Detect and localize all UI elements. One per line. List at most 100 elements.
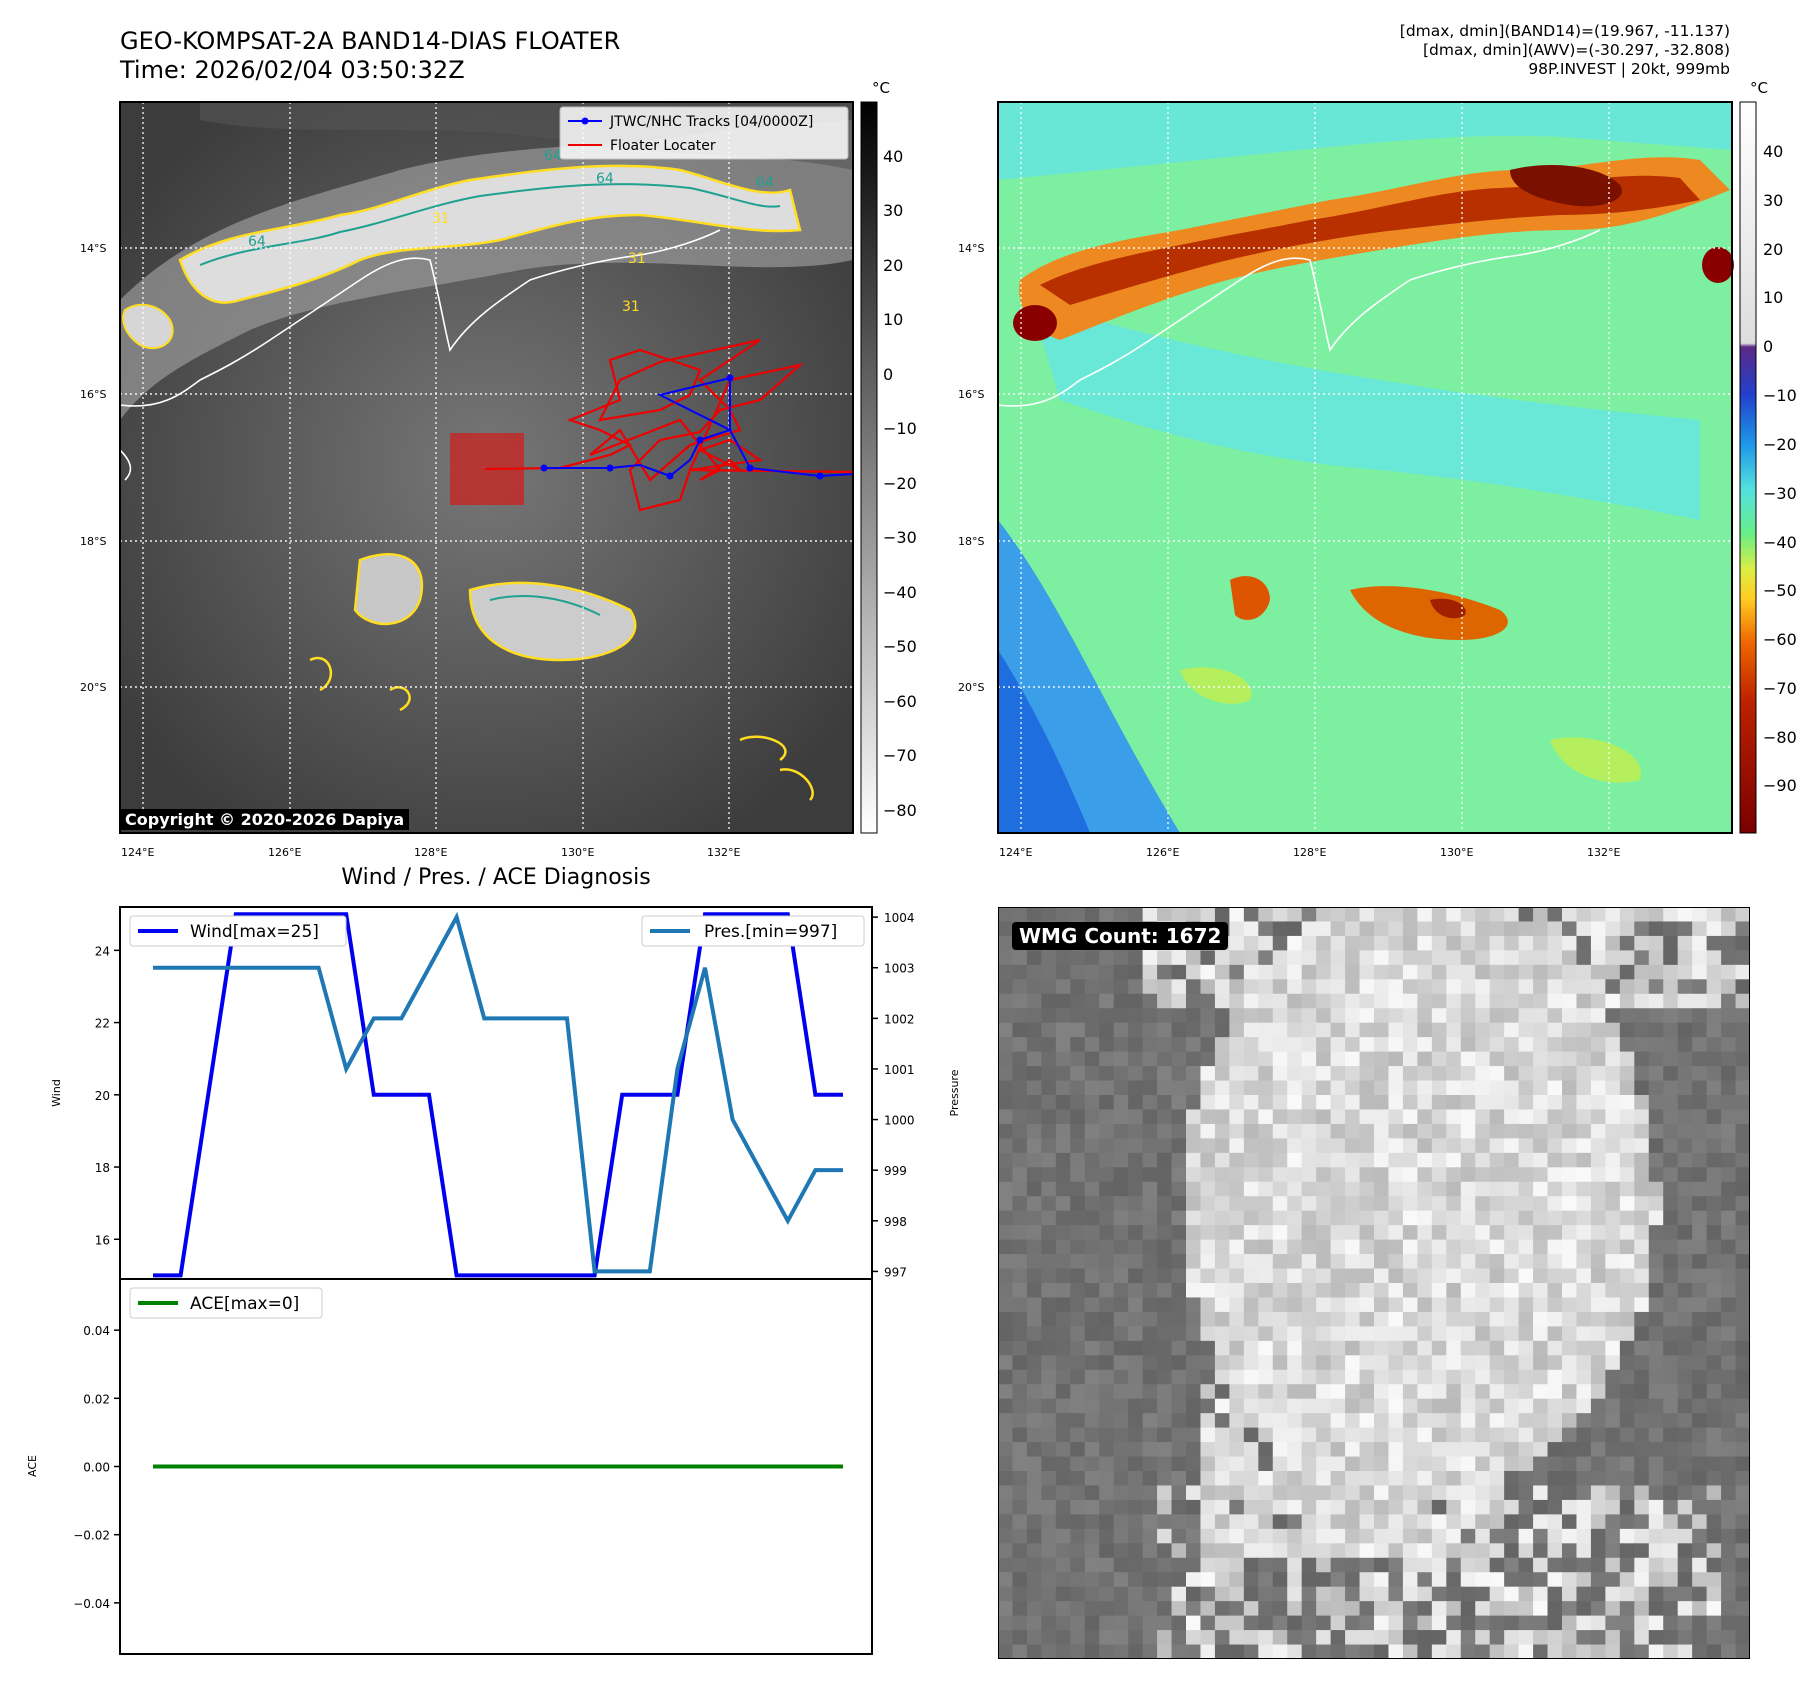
wmg-pixel (1547, 1196, 1563, 1212)
wmg-pixel (1084, 1528, 1100, 1544)
wmg-pixel (1374, 1123, 1390, 1139)
wmg-pixel (1316, 1210, 1332, 1226)
wmg-pixel (1113, 1413, 1129, 1429)
wmg-pixel (1533, 993, 1549, 1009)
wmg-pixel (1041, 1051, 1057, 1067)
wmg-pixel (1272, 1456, 1288, 1472)
wmg-pixel (1706, 1109, 1722, 1125)
wmg-pixel (1113, 1008, 1129, 1024)
wmg-pixel (1171, 1095, 1187, 1111)
wmg-pixel (1677, 1398, 1693, 1414)
wmg-pixel (1475, 1514, 1491, 1530)
wmg-pixel (1026, 1022, 1042, 1038)
wmg-pixel (1619, 1340, 1635, 1356)
wmg-pixel (1157, 1210, 1173, 1226)
wmg-pixel (1070, 1586, 1086, 1602)
wmg-pixel (1345, 1254, 1361, 1270)
wmg-pixel (1345, 1239, 1361, 1255)
contour-label: 31 (432, 211, 450, 227)
wmg-pixel (1200, 1109, 1216, 1125)
wmg-pixel (1590, 1167, 1606, 1183)
wmg-pixel (1475, 1138, 1491, 1154)
svg-text:18°S: 18°S (958, 535, 984, 548)
wmg-pixel (1214, 964, 1230, 980)
wmg-pixel (1272, 1630, 1288, 1646)
wmg-pixel (1402, 1152, 1418, 1168)
wmg-pixel (1359, 1268, 1375, 1284)
wmg-pixel (1200, 1037, 1216, 1053)
wmg-pixel (1171, 1630, 1187, 1646)
wmg-pixel (1301, 1225, 1317, 1241)
wmg-pixel (1677, 1297, 1693, 1313)
wmg-pixel (1677, 1499, 1693, 1515)
wmg-pixel (1330, 1427, 1346, 1443)
wmg-pixel (1648, 1369, 1664, 1385)
wmg-pixel (1316, 935, 1332, 951)
wmg-pixel (1460, 1456, 1476, 1472)
wmg-pixel (1518, 1210, 1534, 1226)
wmg-pixel (1504, 1109, 1520, 1125)
wmg-pixel (1692, 935, 1708, 951)
wmg-pixel (1070, 1152, 1086, 1168)
wmg-pixel (1533, 1181, 1549, 1197)
wmg-pixel (1518, 1095, 1534, 1111)
wmg-pixel (1619, 1528, 1635, 1544)
wmg-pixel (1287, 964, 1303, 980)
wmg-pixel (1504, 1297, 1520, 1313)
wmg-pixel (1388, 950, 1404, 966)
wmg-pixel (1229, 1311, 1245, 1327)
wmg-pixel (1128, 1456, 1144, 1472)
wmg-pixel (1157, 1008, 1173, 1024)
wmg-pixel (1113, 1123, 1129, 1139)
wmg-pixel (1388, 1080, 1404, 1096)
wmg-pixel (1692, 1340, 1708, 1356)
wmg-pixel (1128, 1499, 1144, 1515)
wmg-pixel (1084, 1095, 1100, 1111)
wmg-pixel (1590, 1326, 1606, 1342)
wmg-pixel (1041, 1022, 1057, 1038)
wmg-pixel (1663, 1225, 1679, 1241)
wmg-pixel (1142, 1456, 1158, 1472)
wmg-pixel (1547, 1283, 1563, 1299)
wmg-pixel (1489, 1398, 1505, 1414)
wmg-pixel (1258, 1499, 1274, 1515)
wmg-pixel (1475, 1630, 1491, 1646)
wmg-pixel (1562, 1037, 1578, 1053)
wmg-pixel (1475, 1543, 1491, 1559)
wmg-pixel (1041, 1239, 1057, 1255)
wmg-pixel (1128, 1427, 1144, 1443)
wmg-pixel (1677, 1644, 1693, 1659)
wmg-pixel (1200, 1427, 1216, 1443)
wmg-pixel (1330, 979, 1346, 995)
wmg-pixel (1619, 935, 1635, 951)
wmg-pixel (1055, 1297, 1071, 1313)
wmg-pixel (1157, 1442, 1173, 1458)
wmg-pixel (1012, 1066, 1028, 1082)
wmg-pixel (1590, 1442, 1606, 1458)
wmg-pixel (1475, 964, 1491, 980)
wmg-pixel (1431, 993, 1447, 1009)
wmg-pixel (1460, 1340, 1476, 1356)
wmg-pixel (1576, 1572, 1592, 1588)
wmg-pixel (1041, 1398, 1057, 1414)
wmg-pixel (1605, 921, 1621, 937)
wmg-pixel (1663, 1427, 1679, 1443)
wmg-pixel (1287, 1442, 1303, 1458)
wmg-pixel (1547, 964, 1563, 980)
wmg-pixel (1518, 1022, 1534, 1038)
wmg-pixel (1287, 1239, 1303, 1255)
wmg-pixel (1402, 993, 1418, 1009)
wmg-pixel (1142, 1095, 1158, 1111)
svg-text:−30: −30 (1763, 484, 1797, 503)
wmg-pixel (1287, 1152, 1303, 1168)
wmg-pixel (1142, 1413, 1158, 1429)
wmg-pixel (1359, 1080, 1375, 1096)
wmg-pixel (1186, 1311, 1202, 1327)
wmg-pixel (1272, 1037, 1288, 1053)
wmg-pixel (1374, 1499, 1390, 1515)
wmg-pixel (1547, 1109, 1563, 1125)
wmg-pixel (1605, 907, 1621, 923)
wmg-pixel (1229, 1095, 1245, 1111)
wmg-pixel (1475, 1196, 1491, 1212)
wmg-pixel (1735, 1384, 1750, 1400)
